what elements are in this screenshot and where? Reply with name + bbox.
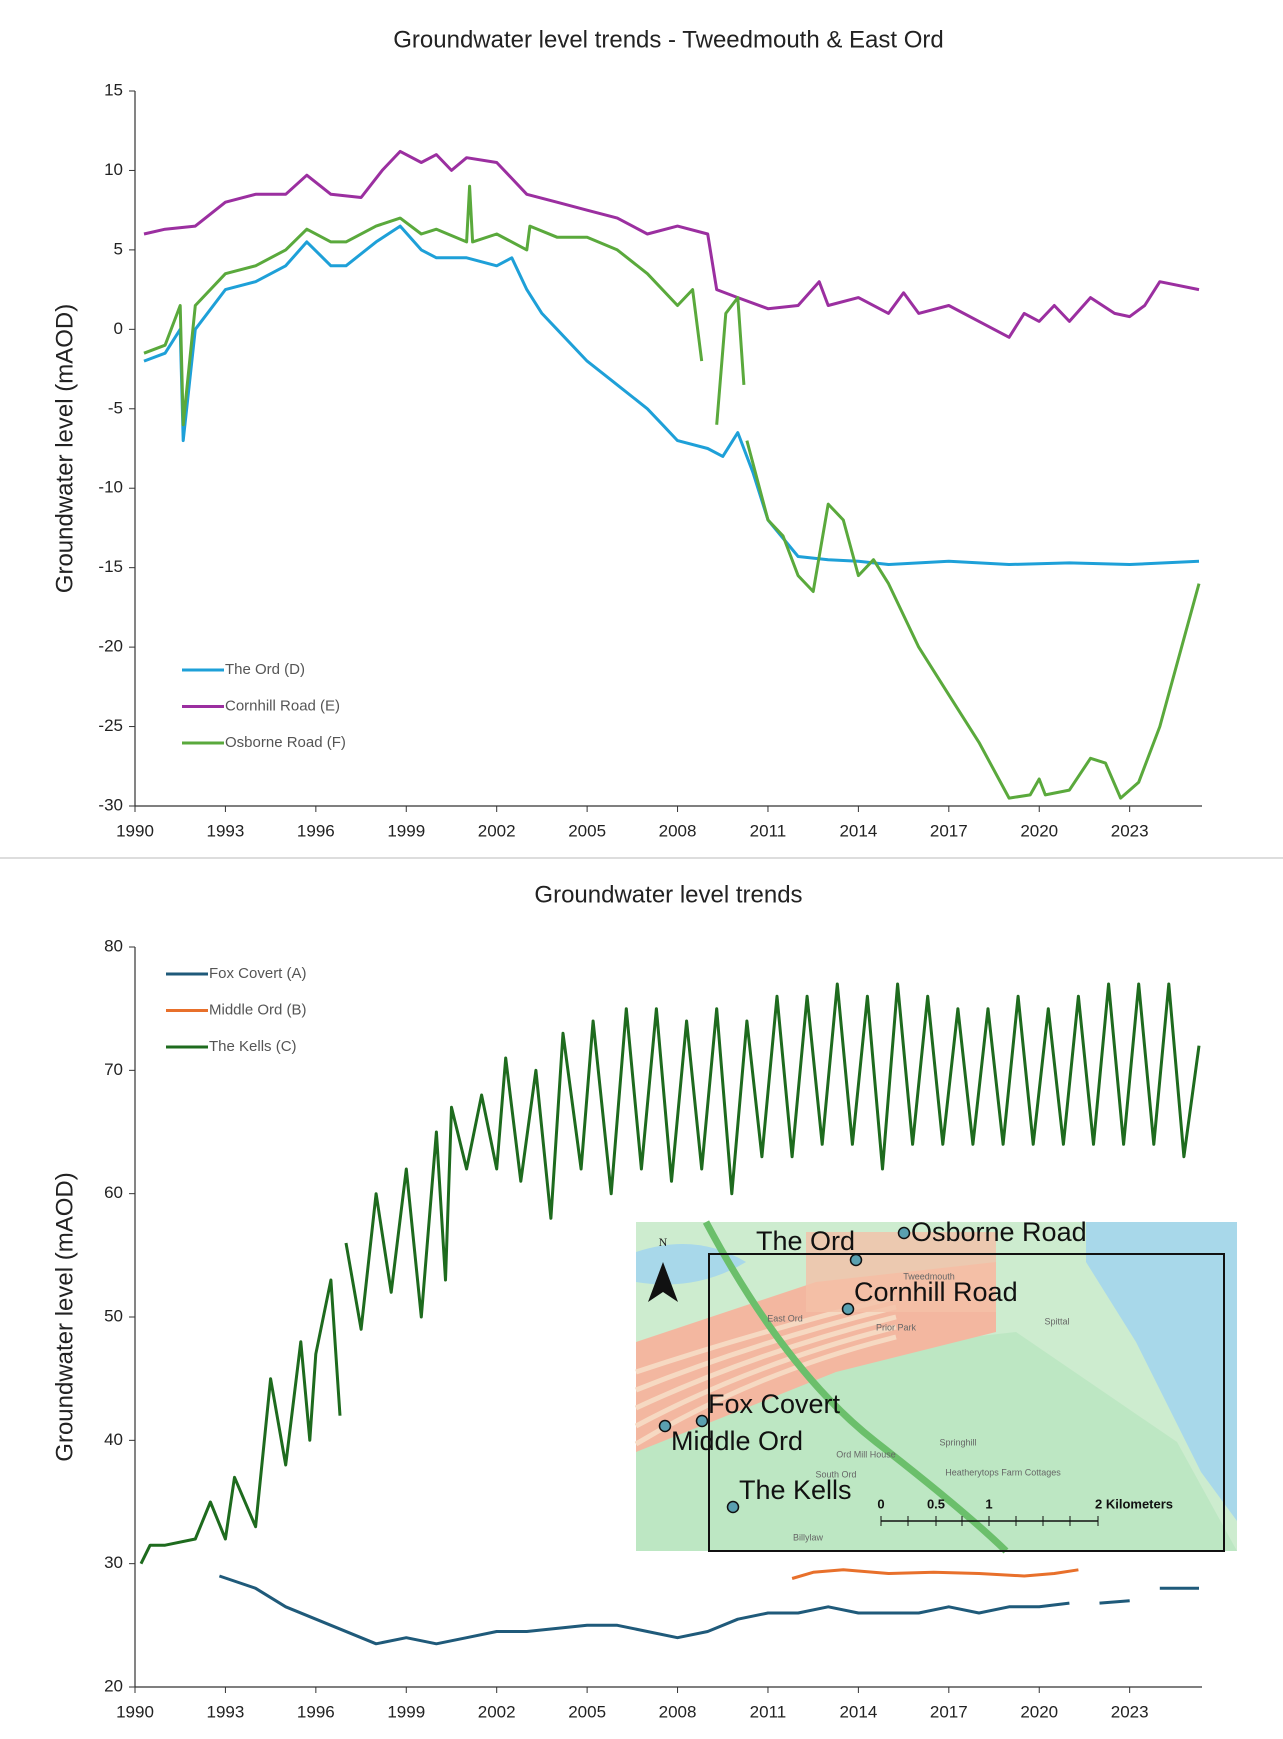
- site-marker: [660, 1421, 671, 1432]
- y-tick-label: 40: [104, 1430, 123, 1449]
- y-tick-label: -5: [108, 398, 123, 417]
- y-axis-title: Groundwater level (mAOD): [51, 304, 78, 593]
- x-tick-label: 2017: [930, 1702, 968, 1721]
- legend-label: Fox Covert (A): [209, 965, 307, 982]
- y-tick-label: 60: [104, 1183, 123, 1202]
- x-tick-label: 2014: [839, 821, 877, 840]
- map-place-label: Prior Park: [876, 1322, 917, 1332]
- y-tick-label: -20: [98, 637, 123, 656]
- map-place-label: East Ord: [767, 1313, 803, 1323]
- x-tick-label: 2008: [659, 1702, 697, 1721]
- site-label: The Kells: [739, 1475, 852, 1505]
- site-label: Fox Covert: [708, 1389, 841, 1419]
- y-tick-label: 70: [104, 1060, 123, 1079]
- y-tick-label: 10: [104, 160, 123, 179]
- legend-label: The Ord (D): [225, 661, 305, 678]
- chart-title: Groundwater level trends - Tweedmouth & …: [393, 26, 944, 53]
- x-tick-label: 2002: [478, 1702, 516, 1721]
- x-tick-label: 1996: [297, 1702, 335, 1721]
- y-tick-label: -15: [98, 557, 123, 576]
- y-tick-label: 0: [114, 319, 123, 338]
- y-tick-label: 30: [104, 1553, 123, 1572]
- x-tick-label: 1999: [387, 1702, 425, 1721]
- y-tick-label: 15: [104, 80, 123, 99]
- scale-label: 2 Kilometers: [1095, 1496, 1173, 1511]
- y-tick-label: 20: [104, 1676, 123, 1695]
- legend-label: Cornhill Road (E): [225, 697, 340, 714]
- y-tick-label: 80: [104, 936, 123, 955]
- site-marker: [899, 1228, 910, 1239]
- scale-label: 1: [985, 1496, 992, 1511]
- site-marker: [843, 1304, 854, 1315]
- site-label: The Ord: [756, 1226, 855, 1256]
- north-label: N: [659, 1235, 668, 1249]
- y-tick-label: -30: [98, 795, 123, 814]
- y-tick-label: -25: [98, 716, 123, 735]
- map-place-label: Billylaw: [793, 1532, 824, 1542]
- y-axis-title: Groundwater level (mAOD): [51, 1172, 78, 1461]
- legend-label: The Kells (C): [209, 1038, 297, 1055]
- x-tick-label: 2011: [750, 1702, 787, 1721]
- y-tick-label: 50: [104, 1306, 123, 1325]
- site-label: Osborne Road: [911, 1217, 1087, 1247]
- x-tick-label: 2014: [839, 1702, 877, 1721]
- site-marker: [728, 1502, 739, 1513]
- x-tick-label: 2020: [1020, 1702, 1058, 1721]
- map-place-label: Ord Mill House: [836, 1449, 896, 1459]
- site-marker: [697, 1416, 708, 1427]
- map-place-label: Heatherytops Farm Cottages: [945, 1467, 1061, 1477]
- site-marker: [851, 1255, 862, 1266]
- site-label: Cornhill Road: [854, 1277, 1018, 1307]
- x-tick-label: 2005: [568, 1702, 606, 1721]
- y-tick-label: -10: [98, 478, 123, 497]
- x-tick-label: 1990: [116, 1702, 154, 1721]
- x-tick-label: 2011: [750, 821, 787, 840]
- y-tick-label: 5: [114, 239, 123, 258]
- map-place-label: Springhill: [939, 1437, 976, 1447]
- x-tick-label: 2023: [1111, 821, 1149, 840]
- x-tick-label: 2023: [1111, 1702, 1149, 1721]
- scale-label: 0.5: [927, 1496, 945, 1511]
- page: Groundwater level trends - Tweedmouth & …: [0, 0, 1283, 1739]
- legend-label: Osborne Road (F): [225, 734, 346, 751]
- chart-title: Groundwater level trends: [534, 881, 802, 908]
- x-tick-label: 2020: [1020, 821, 1058, 840]
- x-tick-label: 1993: [207, 821, 245, 840]
- x-tick-label: 1993: [207, 1702, 245, 1721]
- scale-label: 0: [877, 1496, 884, 1511]
- x-tick-label: 2002: [478, 821, 516, 840]
- site-label: Middle Ord: [671, 1426, 803, 1456]
- x-tick-label: 2017: [930, 821, 968, 840]
- x-tick-label: 1999: [387, 821, 425, 840]
- legend-label: Middle Ord (B): [209, 1001, 307, 1018]
- x-tick-label: 1996: [297, 821, 335, 840]
- x-tick-label: 2008: [659, 821, 697, 840]
- x-tick-label: 2005: [568, 821, 606, 840]
- map-place-label: Spittal: [1044, 1316, 1069, 1326]
- x-tick-label: 1990: [116, 821, 154, 840]
